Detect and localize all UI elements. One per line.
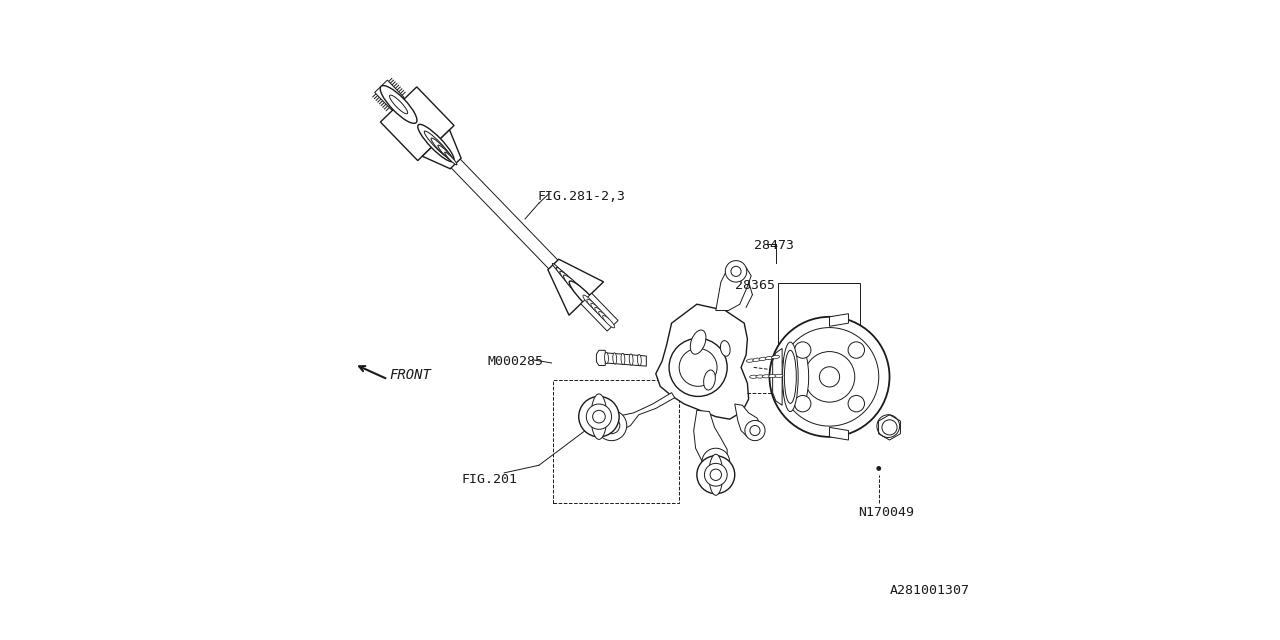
- Text: FRONT: FRONT: [389, 368, 431, 382]
- Circle shape: [596, 410, 627, 441]
- Polygon shape: [735, 404, 762, 438]
- Ellipse shape: [424, 131, 451, 159]
- Ellipse shape: [389, 95, 407, 114]
- Polygon shape: [694, 410, 727, 467]
- Polygon shape: [878, 415, 900, 440]
- Ellipse shape: [690, 330, 707, 354]
- Ellipse shape: [750, 375, 758, 378]
- Ellipse shape: [762, 374, 771, 378]
- Ellipse shape: [417, 124, 454, 162]
- Circle shape: [680, 348, 717, 387]
- Text: FIG.281-2,3: FIG.281-2,3: [538, 190, 626, 204]
- Polygon shape: [607, 393, 675, 431]
- Circle shape: [726, 260, 746, 282]
- Circle shape: [669, 339, 727, 396]
- Polygon shape: [829, 428, 849, 440]
- Bar: [778, 284, 860, 346]
- Circle shape: [745, 420, 765, 441]
- Circle shape: [709, 455, 723, 469]
- Circle shape: [696, 456, 735, 493]
- Circle shape: [882, 420, 897, 435]
- Ellipse shape: [595, 307, 607, 320]
- Ellipse shape: [785, 350, 796, 403]
- Circle shape: [769, 317, 890, 437]
- Circle shape: [701, 448, 730, 476]
- Circle shape: [804, 351, 855, 402]
- Circle shape: [795, 342, 812, 358]
- Ellipse shape: [563, 275, 594, 307]
- Polygon shape: [605, 353, 646, 366]
- Ellipse shape: [709, 454, 723, 495]
- Ellipse shape: [782, 342, 799, 412]
- Ellipse shape: [599, 312, 611, 324]
- Circle shape: [710, 469, 722, 481]
- Ellipse shape: [553, 264, 563, 275]
- Polygon shape: [782, 339, 833, 415]
- Ellipse shape: [438, 145, 454, 163]
- Text: A281001307: A281001307: [890, 584, 969, 597]
- Ellipse shape: [746, 359, 755, 362]
- Ellipse shape: [759, 357, 767, 360]
- Polygon shape: [548, 259, 604, 316]
- Circle shape: [849, 396, 864, 412]
- Ellipse shape: [582, 295, 595, 307]
- Ellipse shape: [380, 86, 417, 124]
- Ellipse shape: [790, 345, 809, 408]
- Ellipse shape: [603, 316, 614, 328]
- Text: FIG.201: FIG.201: [462, 473, 518, 486]
- Polygon shape: [655, 304, 749, 419]
- Circle shape: [593, 410, 605, 423]
- Circle shape: [586, 404, 612, 429]
- Text: M000285: M000285: [488, 355, 543, 367]
- Circle shape: [704, 463, 727, 486]
- Ellipse shape: [556, 268, 573, 285]
- Ellipse shape: [559, 271, 584, 296]
- Polygon shape: [581, 293, 618, 331]
- Text: 28473: 28473: [754, 239, 794, 252]
- Ellipse shape: [768, 374, 777, 378]
- Circle shape: [819, 367, 840, 387]
- Polygon shape: [375, 80, 404, 109]
- Polygon shape: [596, 350, 605, 365]
- Ellipse shape: [721, 340, 730, 356]
- Ellipse shape: [613, 353, 617, 364]
- Ellipse shape: [431, 138, 453, 161]
- Circle shape: [579, 396, 620, 437]
- Ellipse shape: [774, 374, 783, 378]
- Ellipse shape: [756, 375, 764, 378]
- Ellipse shape: [591, 303, 603, 316]
- Ellipse shape: [444, 152, 457, 165]
- Bar: [553, 380, 680, 503]
- Circle shape: [731, 266, 741, 276]
- Ellipse shape: [570, 281, 603, 316]
- Ellipse shape: [604, 352, 608, 364]
- Polygon shape: [380, 87, 454, 161]
- Text: 28365: 28365: [735, 279, 774, 292]
- Ellipse shape: [591, 394, 607, 440]
- Circle shape: [849, 342, 864, 358]
- Ellipse shape: [637, 355, 641, 366]
- Ellipse shape: [630, 354, 634, 365]
- Polygon shape: [716, 265, 751, 310]
- Polygon shape: [829, 314, 849, 326]
- Ellipse shape: [753, 358, 760, 362]
- Circle shape: [603, 417, 620, 434]
- Ellipse shape: [765, 356, 773, 360]
- Circle shape: [781, 328, 879, 426]
- Text: N170049: N170049: [858, 506, 914, 519]
- Polygon shape: [773, 348, 782, 405]
- Ellipse shape: [621, 353, 625, 365]
- Circle shape: [877, 467, 881, 470]
- Ellipse shape: [586, 299, 599, 312]
- Ellipse shape: [772, 355, 780, 359]
- Ellipse shape: [704, 370, 716, 390]
- Polygon shape: [422, 130, 461, 169]
- Circle shape: [750, 426, 760, 436]
- Circle shape: [795, 396, 812, 412]
